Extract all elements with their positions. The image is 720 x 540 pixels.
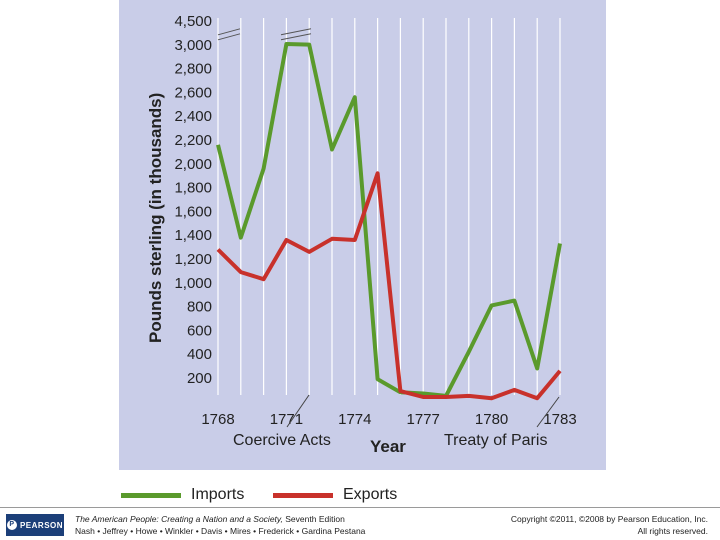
coercive-acts-pointer — [286, 394, 310, 428]
rights-text: All rights reserved. — [637, 526, 708, 536]
chart-panel: 4,500 3,000 2,800 2,600 2,400 2,200 2,000 1,800… — [119, 0, 606, 470]
copyright-text: Copyright ©2011, ©2008 by Pearson Educat… — [510, 514, 708, 524]
y-tick-label: 2,800 — [174, 61, 212, 78]
x-axis-ticks: 1768 1771 1774 1777 1780 1783 — [201, 411, 576, 428]
pearson-logo: P PEARSON — [6, 514, 64, 536]
legend-exports-swatch — [273, 493, 333, 498]
x-tick-label: 1780 — [475, 411, 508, 428]
y-tick-label: 1,400 — [174, 227, 212, 244]
footer-copyright: Copyright ©2011, ©2008 by Pearson Educat… — [511, 513, 708, 537]
x-tick-label: 1768 — [201, 411, 234, 428]
y-tick-label: 3,000 — [174, 37, 212, 54]
y-tick-label: 2,600 — [174, 84, 212, 101]
grid-lines — [217, 18, 561, 395]
y-tick-label: 200 — [187, 370, 212, 387]
legend-exports-label: Exports — [343, 486, 398, 503]
book-authors: Nash • Jeffrey • Howe • Winkler • Davis … — [75, 526, 366, 536]
y-tick-label: 2,000 — [174, 156, 212, 173]
axis-break-mark — [280, 28, 312, 41]
book-edition: Seventh Edition — [282, 514, 345, 524]
axis-break-marks — [217, 28, 312, 41]
footer-citation: The American People: Creating a Nation a… — [75, 513, 365, 537]
series-line-imports — [216, 42, 562, 398]
y-tick-label: 2,400 — [174, 108, 212, 125]
footer-divider — [0, 507, 720, 508]
book-title: The American People: Creating a Nation a… — [75, 514, 283, 524]
y-tick-label: 4,500 — [174, 13, 212, 30]
y-tick-label: 1,600 — [174, 203, 212, 220]
x-tick-label: 1777 — [407, 411, 440, 428]
y-tick-label: 1,200 — [174, 251, 212, 268]
x-tick-label: 1771 — [270, 411, 303, 428]
pearson-logo-icon: P — [6, 520, 17, 530]
y-tick-label: 1,000 — [174, 275, 212, 292]
y-axis-ticks: 4,500 3,000 2,800 2,600 2,400 2,200 2,000 1,800… — [174, 13, 212, 387]
y-tick-label: 800 — [187, 299, 212, 316]
x-axis-title: Year — [370, 437, 406, 456]
x-tick-label: 1783 — [543, 411, 576, 428]
line-chart: 4,500 3,000 2,800 2,600 2,400 2,200 2,000 1,800… — [146, 13, 577, 456]
legend-imports-label: Imports — [191, 486, 245, 503]
y-tick-label: 1,800 — [174, 180, 212, 197]
annotation-coercive-acts: Coercive Acts — [233, 432, 331, 449]
series-lines — [216, 42, 562, 401]
x-tick-label: 1774 — [338, 411, 371, 428]
pearson-logo-text: PEARSON — [19, 520, 64, 530]
y-axis-title: Pounds sterling (in thousands) — [146, 93, 165, 343]
axis-break-mark — [217, 28, 241, 41]
legend-imports-swatch — [121, 493, 181, 498]
annotation-treaty-of-paris: Treaty of Paris — [444, 432, 547, 449]
y-tick-label: 600 — [187, 322, 212, 339]
y-tick-label: 400 — [187, 346, 212, 363]
y-tick-label: 2,200 — [174, 132, 212, 149]
series-line-exports — [216, 171, 562, 401]
treaty-pointer — [536, 396, 560, 428]
